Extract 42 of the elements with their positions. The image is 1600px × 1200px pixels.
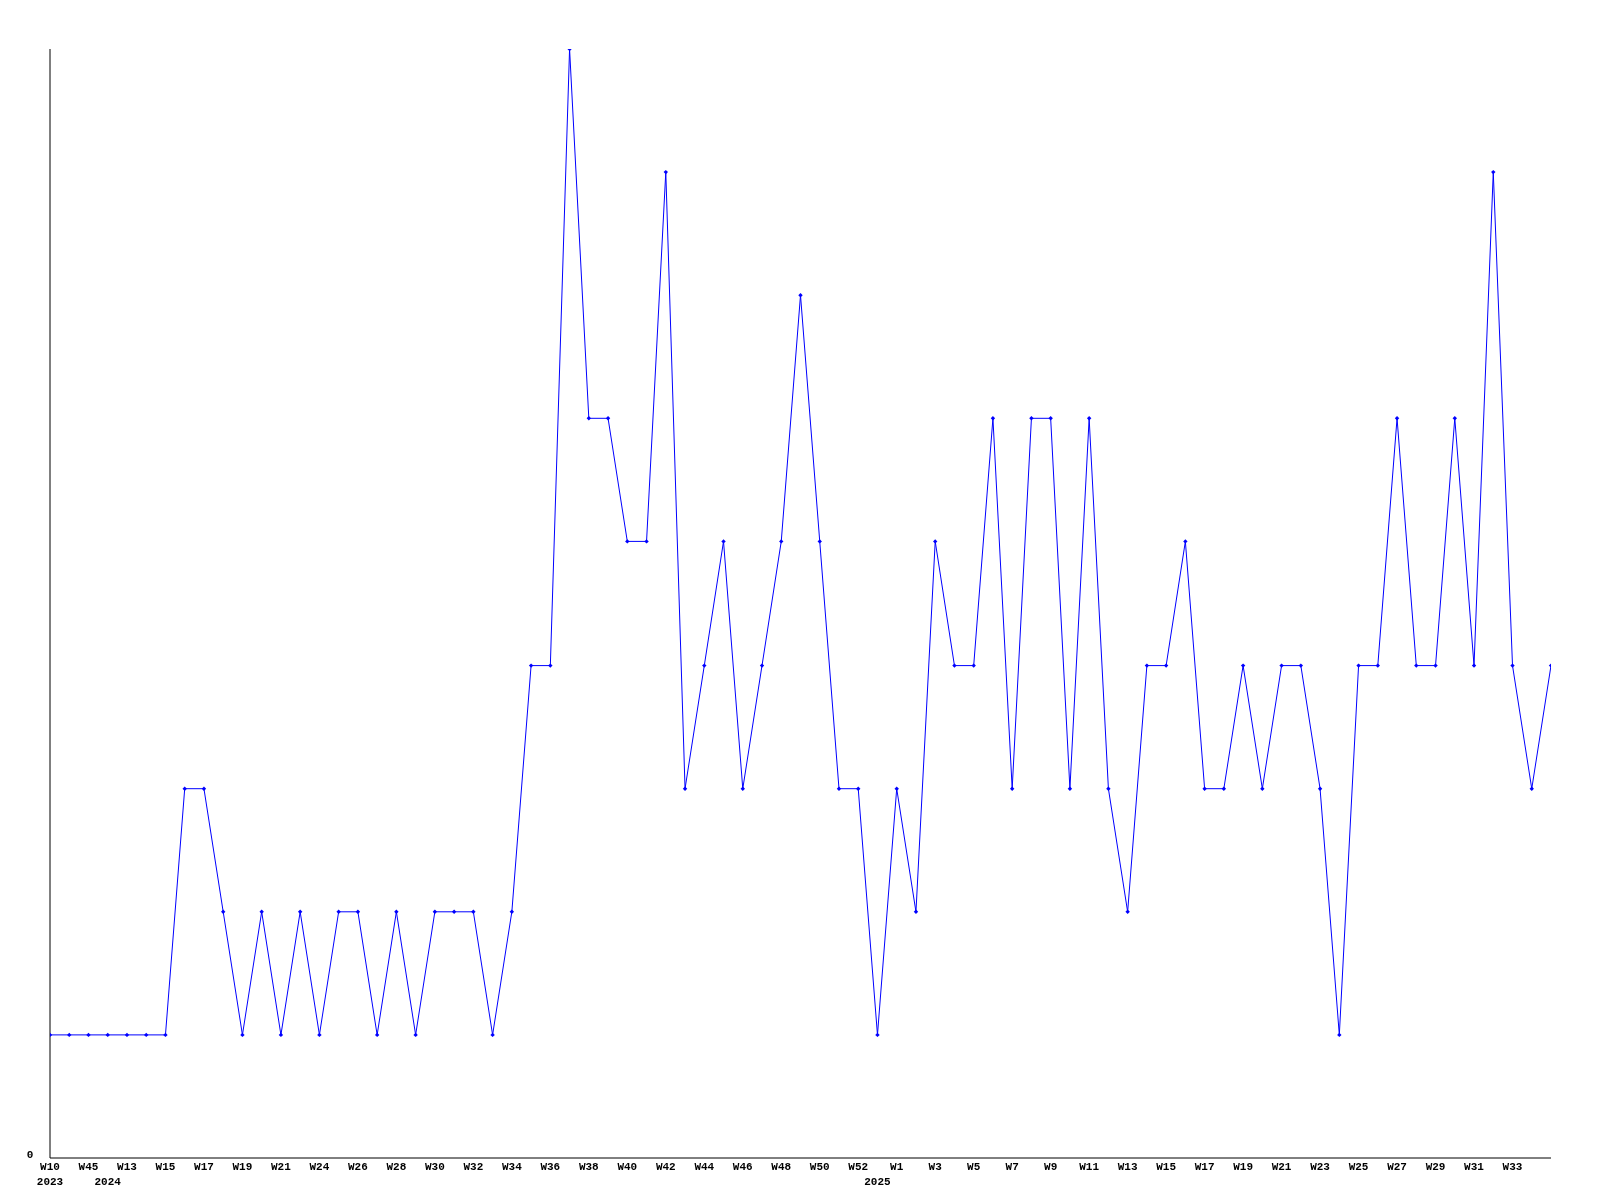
x-tick-label: W28 <box>386 1161 407 1173</box>
x-tick-label: W19 <box>232 1161 253 1173</box>
x-tick-label: W21 <box>1271 1161 1292 1173</box>
x-tick-label: W34 <box>501 1161 523 1173</box>
x-tick-label: W13 <box>1117 1161 1138 1173</box>
x-tick-label: W31 <box>1464 1161 1485 1173</box>
x-tick-label: W1 <box>890 1161 904 1173</box>
x-tick-label: W42 <box>655 1161 676 1173</box>
x-tick-label: 2024 <box>94 1176 122 1188</box>
x-tick-label: W38 <box>578 1161 600 1173</box>
x-tick-label: W13 <box>117 1161 138 1173</box>
x-tick-label: W48 <box>771 1161 792 1173</box>
x-tick-label: W21 <box>271 1161 292 1173</box>
x-tick-label: W33 <box>1502 1161 1523 1173</box>
x-tick-label: W25 <box>1348 1161 1369 1173</box>
x-tick-label: W40 <box>617 1161 638 1173</box>
x-tick-label: W10 2023 <box>36 1161 64 1188</box>
x-tick-label: 2025 <box>864 1176 892 1188</box>
x-tick-label: W17 <box>194 1161 214 1173</box>
x-tick-label: W5 <box>967 1161 981 1173</box>
x-tick-label: W7 <box>1005 1161 1019 1173</box>
x-tick-label: W32 <box>463 1161 484 1173</box>
x-tick-label: W26 <box>347 1161 368 1173</box>
x-tick-label: W50 <box>809 1161 830 1173</box>
text: 0 <box>26 1149 34 1161</box>
x-tick-label: W30 <box>424 1161 445 1173</box>
x-tick-label: W23 <box>1310 1161 1331 1173</box>
x-tick-label: W11 <box>1079 1161 1100 1173</box>
x-tick-label: W45 <box>78 1161 99 1173</box>
x-tick-label: W9 <box>1044 1161 1058 1173</box>
x-tick-label: W19 <box>1233 1161 1254 1173</box>
x-tick-label: W17 <box>1194 1161 1215 1173</box>
x-tick-label: W15 <box>155 1161 176 1173</box>
x-tick-label: W44 <box>694 1161 715 1173</box>
x-tick-label: W27 <box>1387 1161 1407 1173</box>
x-tick-label: W15 <box>1156 1161 1177 1173</box>
x-tick-label: W52 <box>848 1161 869 1173</box>
x-tick-label: W46 <box>732 1161 753 1173</box>
x-tick-label: W3 <box>928 1161 943 1173</box>
x-tick-label: W36 <box>540 1161 561 1173</box>
x-tick-label: W24 <box>309 1161 330 1173</box>
x-tick-label: W29 <box>1425 1161 1446 1173</box>
